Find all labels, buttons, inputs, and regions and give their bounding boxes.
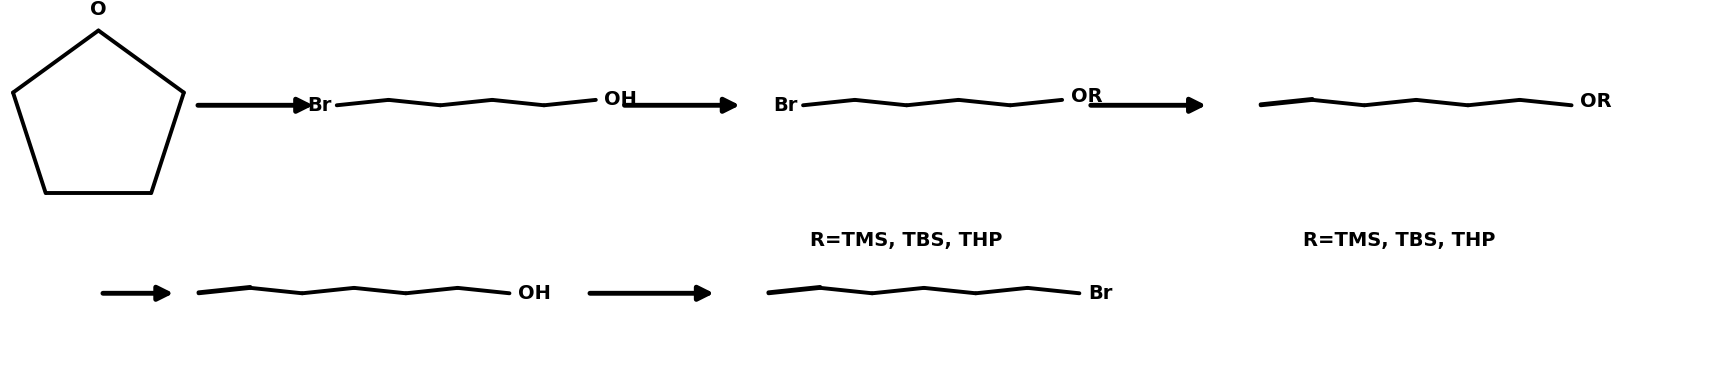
Text: OR: OR bbox=[1071, 86, 1102, 106]
Text: O: O bbox=[90, 0, 107, 19]
Text: R=TMS, TBS, THP: R=TMS, TBS, THP bbox=[810, 231, 1003, 250]
Text: Br: Br bbox=[1088, 284, 1112, 303]
Text: OH: OH bbox=[604, 90, 637, 109]
Text: OH: OH bbox=[518, 284, 551, 303]
Text: OR: OR bbox=[1580, 92, 1611, 111]
Text: Br: Br bbox=[774, 96, 798, 115]
Text: R=TMS, TBS, THP: R=TMS, TBS, THP bbox=[1302, 231, 1496, 250]
Text: Br: Br bbox=[307, 96, 332, 115]
